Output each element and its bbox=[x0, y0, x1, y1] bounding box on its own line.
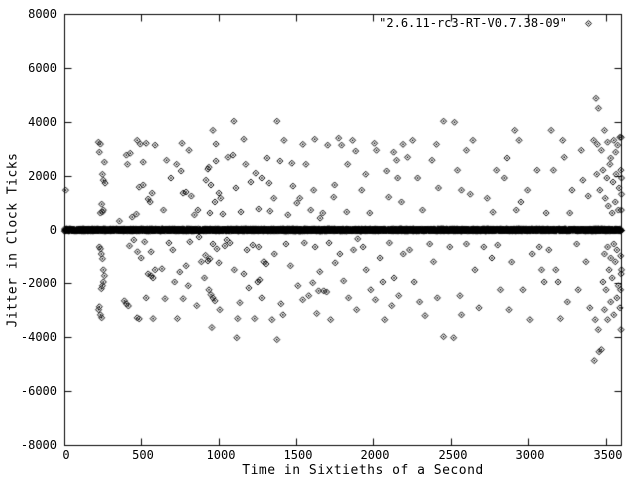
x-tick-label: 3000 bbox=[515, 448, 545, 462]
y-tick-label: 4000 bbox=[28, 115, 57, 129]
legend-label: "2.6.11-rc3-RT-V0.7.38-09" bbox=[379, 16, 567, 30]
x-axis-title: Time in Sixtieths of a Second bbox=[242, 463, 484, 478]
x-tick-label: 2500 bbox=[438, 448, 468, 462]
y-tick-label: -6000 bbox=[20, 384, 57, 398]
y-tick-label: 0 bbox=[49, 223, 57, 237]
y-tick-label: 6000 bbox=[28, 61, 57, 75]
x-tick-label: 2000 bbox=[360, 448, 390, 462]
x-tick-label: 3500 bbox=[593, 448, 623, 462]
y-tick-label: -4000 bbox=[20, 330, 57, 344]
x-tick-label: 0 bbox=[62, 448, 70, 462]
y-tick-label: 8000 bbox=[28, 7, 57, 21]
x-tick-label: 500 bbox=[132, 448, 154, 462]
y-tick-label: -8000 bbox=[20, 438, 57, 452]
x-tick-label: 1500 bbox=[283, 448, 313, 462]
x-tick-label: 1000 bbox=[206, 448, 236, 462]
y-tick-label: -2000 bbox=[20, 276, 57, 290]
y-tick-label: 2000 bbox=[28, 169, 57, 183]
